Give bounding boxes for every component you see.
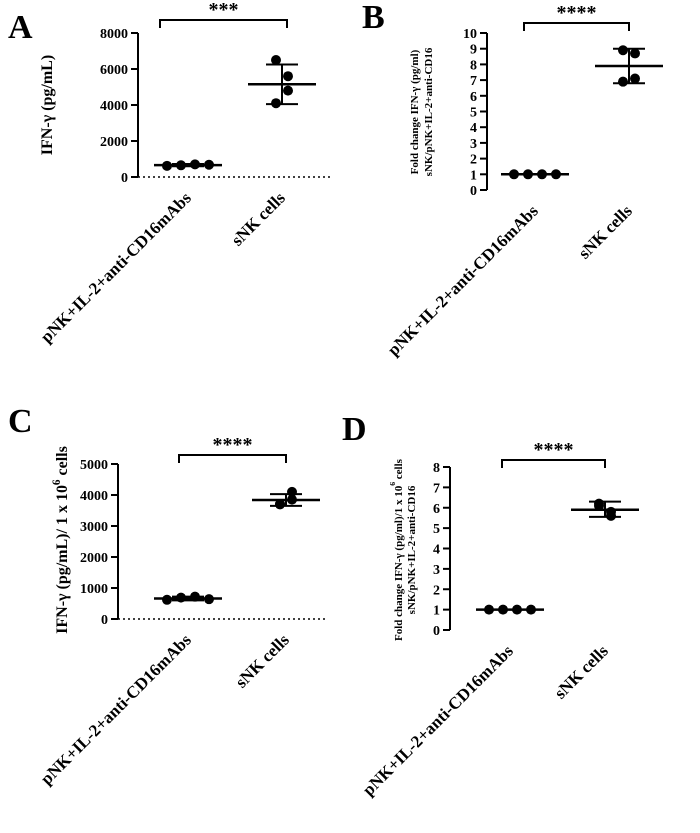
data-point (204, 159, 214, 170)
significance-stars: **** (557, 2, 597, 24)
y-tick-label: 4000 (100, 99, 128, 114)
y-tick-label: 3 (470, 137, 477, 152)
category-label: sNK cells (551, 641, 612, 702)
panel-d: D 0 1 2 3 4 5 6 7 8 Fold change IFN-γ (pg/ml)/1 x … (342, 411, 639, 799)
y-tick-label: 10 (463, 27, 477, 42)
panel-letter: B (362, 0, 385, 36)
data-point (204, 594, 214, 605)
y-tick-label: 7 (433, 481, 440, 496)
data-point (271, 98, 281, 109)
category-label: pNK+IL-2+anti-CD16mAbs (359, 641, 517, 799)
data-point (162, 594, 172, 605)
y-axis-title-superscript: 6 (388, 482, 397, 486)
y-tick-label: 2 (470, 153, 477, 168)
y-tick-label: 9 (470, 43, 477, 58)
y-axis-title-line1: Fold change IFN-γ (pg/ml) (409, 49, 421, 174)
category-label: sNK cells (228, 188, 289, 249)
y-tick-label: 2000 (80, 551, 108, 566)
data-point (551, 169, 561, 180)
y-axis-title-line2: sNK/pNK+IL-2+anti-CD16 (423, 47, 435, 176)
y-tick-label: 4 (433, 543, 440, 558)
data-point (484, 604, 494, 615)
data-point (594, 500, 604, 511)
significance-bracket (159, 19, 288, 28)
panel-a: A 0 2000 4000 6000 8000 IFN-γ (pg/mL) pNK+IL-2+… (8, 0, 330, 346)
data-point (283, 71, 293, 82)
data-point (176, 160, 186, 171)
y-axis-title: Fold change IFN-γ (pg/ml) sNK/pNK+IL-2+an… (409, 47, 435, 176)
y-tick-label: 0 (470, 184, 477, 199)
y-tick-label: 1000 (80, 582, 108, 597)
category-label: sNK cells (232, 630, 293, 691)
data-point (606, 510, 616, 521)
y-axis-title-superscript: 6 (51, 479, 63, 485)
y-tick-label: 6 (433, 502, 440, 517)
category-label: pNK+IL-2+anti-CD16mAbs (37, 188, 195, 346)
data-point (176, 592, 186, 603)
y-tick-label: 4000 (80, 489, 108, 504)
y-tick-label: 1 (433, 604, 440, 619)
data-point (512, 604, 522, 615)
y-tick-label: 2 (433, 583, 440, 598)
data-point (275, 499, 285, 510)
data-point (271, 55, 281, 65)
data-point (537, 169, 547, 180)
y-tick-label: 3 (433, 563, 440, 578)
y-tick-label: 4 (470, 121, 477, 136)
y-axis-title: IFN-γ (pg/mL) (39, 55, 56, 155)
significance-bracket (178, 454, 287, 463)
significance-stars: **** (534, 439, 574, 461)
panel-letter: D (342, 411, 367, 448)
y-tick-label: 8000 (100, 27, 128, 42)
y-axis-title-text: Fold change IFN-γ (pg/ml)/1 x 10 (393, 485, 405, 641)
y-tick-label: 5 (470, 106, 477, 121)
y-axis-title-text: IFN-γ (pg/mL) (39, 55, 56, 155)
data-point (618, 45, 628, 56)
y-tick-label: 1 (470, 168, 477, 183)
y-axis-title-suffix: cells (393, 458, 405, 482)
data-point (526, 604, 536, 615)
data-point (523, 169, 533, 180)
panel-letter: A (8, 9, 33, 46)
y-tick-label: 3000 (80, 520, 108, 535)
data-point (630, 48, 640, 59)
panel-letter: C (8, 403, 33, 440)
data-point (190, 159, 200, 170)
data-point (162, 160, 172, 171)
y-tick-label: 2000 (100, 135, 128, 150)
category-label: sNK cells (575, 201, 636, 262)
category-label: pNK+IL-2+anti-CD16mAbs (37, 630, 195, 788)
panel-c: C 0 1000 2000 3000 4000 5000 IFN-γ (pg/mL)/ 1 x… (8, 403, 328, 788)
data-point (287, 486, 297, 497)
significance-bracket (523, 22, 630, 31)
y-tick-label: 0 (433, 624, 440, 639)
y-axis-title: IFN-γ (pg/mL)/ 1 x 106 cells (51, 446, 71, 634)
y-tick-label: 5 (433, 522, 440, 537)
significance-bracket (501, 459, 606, 468)
category-label: pNK+IL-2+anti-CD16mAbs (384, 201, 542, 359)
y-axis-title: Fold change IFN-γ (pg/ml)/1 x 106 cellss… (388, 458, 418, 641)
y-tick-label: 8 (433, 461, 440, 476)
y-tick-label: 6 (470, 90, 477, 105)
y-tick-label: 0 (121, 171, 128, 186)
significance-stars: *** (209, 0, 239, 21)
y-tick-label: 6000 (100, 63, 128, 78)
data-point (498, 604, 508, 615)
y-tick-label: 0 (101, 613, 108, 628)
data-point (287, 494, 297, 505)
data-point (509, 169, 519, 180)
y-axis-title-line2: sNK/pNK+IL-2+anti-CD16 (406, 485, 418, 614)
significance-stars: **** (213, 434, 253, 456)
data-point (630, 73, 640, 84)
y-tick-label: 5000 (80, 458, 108, 473)
y-axis-title-text: IFN-γ (pg/mL)/ 1 x 10 (54, 485, 71, 634)
y-tick-label: 8 (470, 58, 477, 73)
data-point (618, 76, 628, 87)
y-axis-title-suffix: cells (54, 446, 71, 479)
data-point (190, 591, 200, 602)
y-tick-label: 7 (470, 74, 477, 89)
data-point (283, 85, 293, 96)
